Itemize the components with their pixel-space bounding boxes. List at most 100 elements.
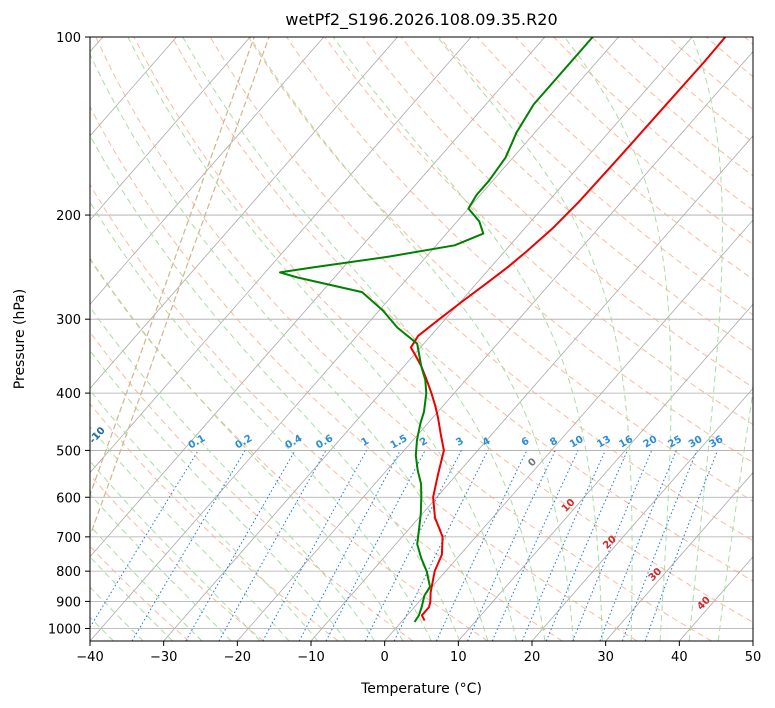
dry-adiabat-line (133, 37, 753, 623)
dry-adiabat-line (553, 37, 753, 211)
mixing-ratio-line (131, 450, 246, 641)
dry-adiabat-line (171, 37, 753, 582)
y-tick-label: 700 (56, 531, 81, 546)
moist-adiabat-line (90, 460, 261, 641)
mixing-ratio-label: 1 (360, 436, 372, 449)
y-tick-label: 600 (56, 491, 81, 506)
isotherm-line (90, 37, 251, 221)
mixing-ratio-line (621, 450, 698, 641)
dry-adiabat-line (95, 37, 712, 641)
moist-adiabat-line (90, 493, 232, 641)
dry-adiabats (90, 37, 753, 641)
saturation-curve (90, 37, 255, 497)
isotherm-line (90, 37, 472, 474)
moist-adiabat-line (717, 387, 753, 641)
mixing-ratio-line (262, 450, 368, 641)
isotherm-grid (90, 37, 753, 641)
moist-adiabat-line (332, 37, 603, 641)
isotherm-line (679, 556, 753, 641)
dry-adiabat-line (324, 37, 753, 426)
profile-series (279, 37, 727, 623)
isotherm-line (384, 219, 753, 641)
dry-adiabat-line (90, 258, 488, 641)
moist-adiabat-line (127, 37, 517, 641)
dry-adiabat-line (90, 474, 264, 641)
y-tick-label: 300 (56, 313, 81, 328)
dry-adiabat-line (209, 37, 753, 542)
mixing-ratio-label: 6 (520, 436, 532, 449)
isotherm-line (310, 135, 753, 641)
mixing-ratio-label: 0.4 (283, 433, 304, 451)
x-tick-label: 10 (450, 650, 467, 665)
mixing-ratio-label: 4 (481, 436, 493, 449)
moist-adiabat-line (90, 389, 319, 641)
x-tick-label: −40 (76, 650, 103, 665)
temperature-profile-line (409, 37, 727, 622)
dry-adiabat-line (286, 37, 753, 464)
moist-adiabat-line (90, 525, 203, 641)
y-tick-label: 1000 (48, 622, 81, 637)
dry-adiabat-line (90, 331, 414, 641)
x-tick-label: 50 (745, 650, 762, 665)
dry-adiabat-line (400, 37, 753, 352)
mixing-ratio-line (521, 450, 606, 641)
mixing-ratio-line (644, 450, 719, 641)
dry-adiabat-line (248, 37, 753, 502)
mixing-ratio-line (218, 450, 327, 641)
moist-adiabat-line (90, 426, 290, 641)
mixing-ratio-label: 2 (418, 436, 430, 449)
moist-adiabat-line (182, 37, 546, 641)
mixing-ratio-label: 0.2 (233, 433, 254, 451)
mixing-ratio-line (435, 450, 528, 641)
x-axis: −40 −30 −20 −10 0 10 20 30 40 50 (76, 641, 761, 665)
moist-adiabat-line (688, 37, 723, 641)
dry-adiabat-line (438, 37, 753, 316)
dry-adiabat-label: -10 (87, 425, 107, 446)
isotherm-line (458, 303, 753, 641)
mixing-ratio-label: 30 (687, 434, 705, 451)
dry-adiabat-line (362, 37, 753, 388)
isotherm-line (531, 387, 753, 641)
moist-adiabat-line (437, 37, 633, 641)
y-axis: 100 200 300 400 500 600 700 800 900 1000 (48, 31, 90, 637)
dry-adiabat-line (477, 37, 753, 280)
isotherm-line (90, 37, 619, 641)
moist-adiabat-line (90, 349, 347, 641)
dry-adiabat-line (705, 37, 753, 78)
mixing-ratio-label: 3 (454, 436, 466, 449)
chart-title: wetPf2_S196.2026.108.09.35.R20 (285, 10, 557, 30)
y-tick-label: 900 (56, 595, 81, 610)
moist-adiabat-line (90, 201, 432, 641)
x-tick-label: −20 (224, 650, 251, 665)
isotherm-line (752, 640, 753, 641)
y-tick-label: 800 (56, 565, 81, 580)
x-tick-label: 0 (381, 650, 389, 665)
isotherm-line (90, 37, 325, 305)
mixing-ratio-label: 8 (548, 436, 560, 449)
moist-adiabat-line (249, 37, 575, 641)
moist-adiabat-line (564, 37, 672, 641)
mixing-ratio-line (90, 450, 199, 629)
x-axis-title: Temperature (°C) (360, 681, 482, 697)
mixing-ratio-line (545, 450, 628, 641)
mixing-ratio-line (364, 450, 462, 641)
y-tick-label: 400 (56, 387, 81, 402)
x-tick-label: 20 (524, 650, 541, 665)
mixing-ratio-label: 13 (595, 434, 613, 451)
isotherm-line (605, 472, 753, 641)
moist-adiabats (90, 37, 753, 641)
isotherm-line (163, 37, 693, 641)
mixing-ratio-label: 1.5 (389, 433, 410, 451)
isotherm-line (90, 37, 546, 558)
x-tick-label: −30 (150, 650, 177, 665)
mixing-ratio-lines (90, 450, 719, 641)
y-tick-label: 100 (56, 31, 81, 46)
y-axis-title: Pressure (hPa) (12, 289, 28, 389)
plot-frame (89, 36, 754, 642)
x-tick-label: −10 (297, 650, 324, 665)
moist-adiabat-label: 10 (560, 497, 578, 515)
mixing-ratio-label: 20 (642, 434, 660, 451)
moist-adiabat-label: 40 (695, 595, 713, 613)
mixing-ratio-line (491, 450, 579, 641)
